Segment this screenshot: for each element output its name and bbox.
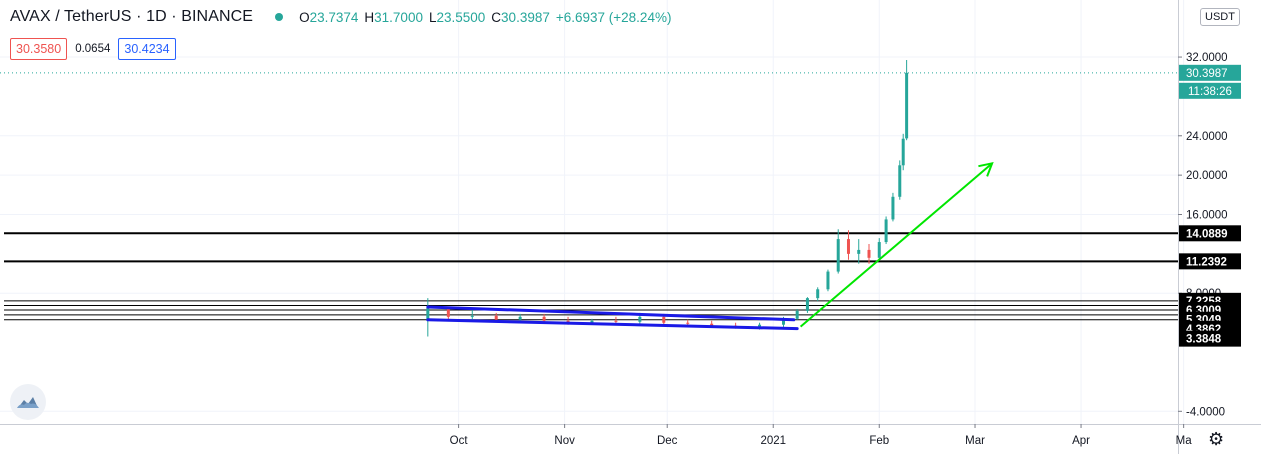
candle-body [877, 242, 881, 258]
candle-body [857, 249, 861, 254]
last-price-label: 30.3987 [1186, 68, 1228, 80]
candle-body [542, 316, 546, 321]
candle-body [638, 316, 642, 322]
level-label-box [1179, 225, 1241, 242]
high-label: H [364, 9, 375, 25]
open-value: 23.7374 [309, 9, 359, 25]
candle-body [836, 239, 840, 272]
tradingview-logo[interactable] [10, 384, 46, 420]
candle-body [898, 165, 902, 197]
y-tick-label: -4.0000 [1186, 406, 1225, 418]
candle-body [867, 249, 871, 258]
currency-button[interactable]: USDT [1200, 8, 1240, 26]
countdown-box [1179, 82, 1241, 99]
candle-body [795, 310, 799, 319]
candle-body [590, 320, 594, 323]
level-label-box [1179, 330, 1241, 347]
candle-body [826, 271, 830, 290]
candle-body [518, 316, 522, 320]
y-tick-label: 32.0000 [1186, 52, 1228, 64]
x-tick-label: 2021 [760, 435, 786, 447]
symbol-title[interactable]: AVAX / TetherUS · 1D · BINANCE [10, 8, 254, 25]
x-tick-label: Ma [1176, 435, 1193, 447]
candle-body [614, 320, 618, 322]
level-label: 11.2392 [1186, 256, 1227, 268]
channel-line-lower [426, 318, 799, 331]
y-tick-label: 16.0000 [1186, 210, 1228, 222]
high-value: 31.7000 [374, 9, 423, 25]
x-tick-label: Nov [554, 435, 575, 447]
candle-body [686, 322, 690, 324]
x-tick-label: Feb [869, 435, 889, 447]
gear-icon[interactable]: ⚙ [1208, 429, 1225, 449]
close-value: 30.3987 [501, 9, 550, 25]
candle-body [710, 323, 714, 326]
sell-price-button[interactable]: 30.3580 [10, 38, 68, 60]
x-tick-label: Mar [965, 435, 985, 447]
candle-body [884, 219, 888, 243]
market-status-dot [275, 13, 284, 21]
last-price-box [1179, 64, 1241, 81]
buy-price-button[interactable]: 30.4234 [118, 38, 176, 60]
candle-body [891, 196, 895, 220]
tradingview-cloud-icon [17, 397, 39, 408]
candle-body [846, 239, 850, 254]
x-tick-label: Dec [657, 435, 678, 447]
ohlc-values: O23.7374 H31.7000 L23.5500 C30.3987 +6.6937 … [299, 10, 677, 25]
candle-body [901, 138, 905, 166]
x-tick-label: Apr [1072, 435, 1090, 447]
candle-body [494, 315, 498, 320]
x-tick-label: Oct [450, 435, 469, 447]
trend-arrow-line [799, 162, 993, 328]
candle-body [758, 324, 762, 327]
close-label: C [491, 9, 502, 25]
channel-line-upper [426, 305, 796, 322]
change-value: +6.6937 (+28.24%) [555, 9, 672, 25]
candle-body [470, 315, 474, 317]
y-tick-label: 24.0000 [1186, 131, 1228, 143]
candle-body [426, 307, 430, 320]
chart-header: AVAX / TetherUS · 1D · BINANCE O23.7374 H… [10, 8, 677, 26]
y-tick-label: 20.0000 [1186, 170, 1228, 182]
spread-value: 0.0654 [75, 43, 111, 55]
level-label: 14.0889 [1186, 228, 1228, 240]
level-label-box [1179, 253, 1241, 270]
candle-body [446, 307, 450, 317]
open-label: O [299, 9, 310, 25]
low-label: L [428, 9, 437, 25]
candle-body [805, 298, 809, 311]
trend-arrowhead [978, 161, 994, 177]
level-label: 3.3848 [1186, 334, 1222, 346]
candle-body [905, 72, 909, 139]
candle-body [782, 318, 785, 325]
bid-ask-panel: 30.3580 0.0654 30.4234 [10, 38, 176, 60]
candle-body [816, 289, 820, 299]
low-value: 23.5500 [436, 9, 486, 25]
candle-body [662, 316, 666, 323]
countdown-label: 11:38:26 [1188, 86, 1232, 98]
